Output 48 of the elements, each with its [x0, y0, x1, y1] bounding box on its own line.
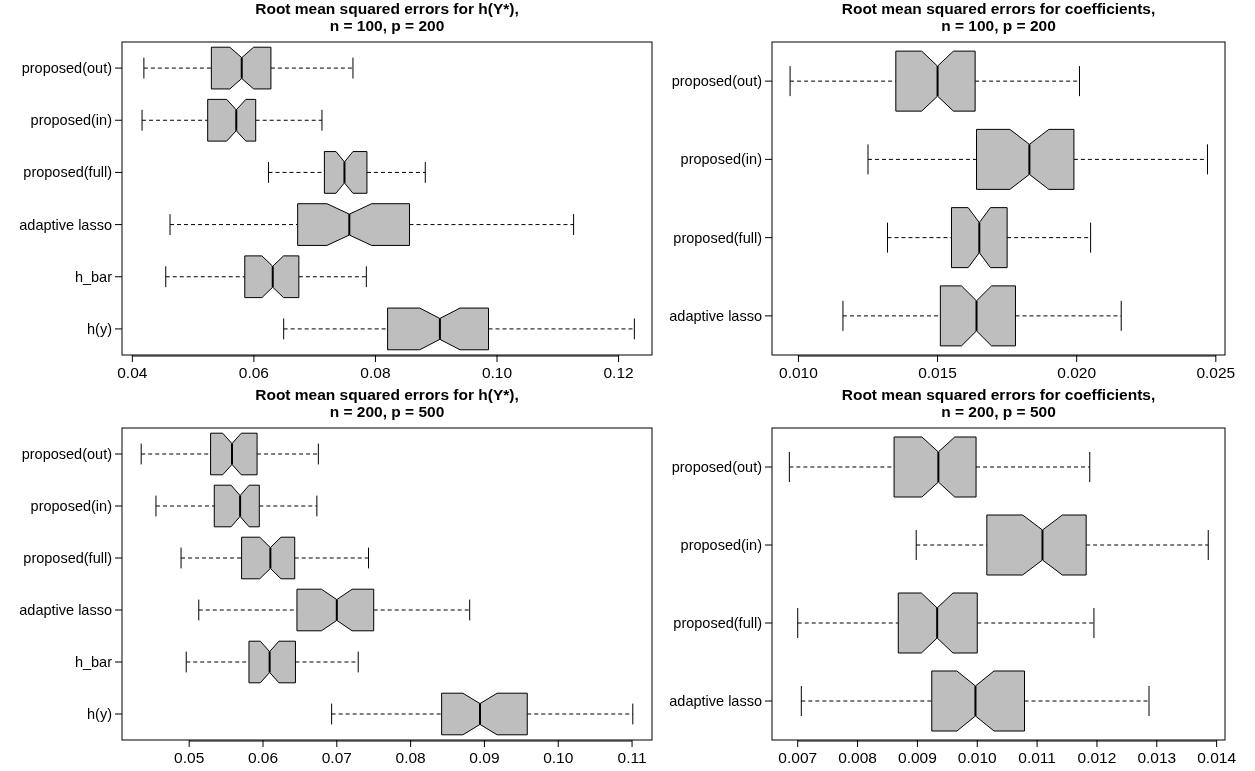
x-tick-label: 0.06 — [247, 749, 279, 766]
y-tick-label: proposed(out) — [671, 459, 762, 475]
x-tick-label: 0.07 — [321, 749, 352, 766]
x-tick-label: 0.007 — [778, 749, 818, 766]
y-tick-label: h(y) — [87, 706, 112, 722]
y-tick-label: proposed(in) — [30, 498, 112, 514]
x-tick-label: 0.12 — [603, 364, 634, 381]
y-tick-label: proposed(out) — [21, 60, 112, 77]
x-tick-label: 0.009 — [898, 749, 937, 766]
y-tick-label: adaptive lasso — [19, 216, 112, 233]
chart-title: Root mean squared errors for h(Y*), n = 100, p = 200 — [255, 0, 519, 34]
y-tick-label: proposed(full) — [673, 229, 762, 246]
x-tick-label: 0.014 — [1197, 749, 1237, 766]
x-tick-label: 0.010 — [957, 749, 998, 766]
x-tick-label: 0.013 — [1137, 749, 1177, 766]
y-tick-label: proposed(out) — [671, 73, 762, 90]
x-tick-label: 0.015 — [918, 364, 957, 381]
y-tick-label: proposed(full) — [673, 615, 762, 631]
x-tick-label: 0.10 — [543, 749, 574, 766]
x-tick-label: 0.025 — [1196, 364, 1236, 381]
y-tick-label: proposed(in) — [680, 151, 762, 168]
x-tick-label: 0.08 — [360, 364, 391, 381]
y-tick-label: proposed(in) — [680, 537, 762, 553]
chart-title: Root mean squared errors for coefficients, n = 200, p = 500 — [841, 386, 1156, 420]
x-tick-label: 0.11 — [617, 749, 647, 766]
y-tick-label: proposed(full) — [23, 550, 112, 566]
y-tick-label: proposed(out) — [21, 446, 112, 462]
y-tick-label: proposed(in) — [30, 112, 112, 129]
x-tick-label: 0.020 — [1057, 364, 1097, 381]
y-tick-label: h_bar — [74, 268, 113, 285]
x-tick-label: 0.09 — [469, 749, 500, 766]
x-tick-label: 0.08 — [395, 749, 426, 766]
y-tick-label: adaptive lasso — [669, 307, 762, 324]
chart-title: Root mean squared errors for coefficients, n = 100, p = 200 — [841, 0, 1156, 34]
y-tick-label: h(y) — [87, 320, 112, 337]
x-tick-label: 0.06 — [238, 364, 269, 381]
y-tick-label: h_bar — [74, 654, 113, 670]
x-tick-label: 0.10 — [481, 364, 513, 381]
x-tick-label: 0.012 — [1077, 749, 1117, 766]
x-tick-label: 0.05 — [174, 749, 205, 766]
chart-title: Root mean squared errors for h(Y*), n = 200, p = 500 — [255, 386, 519, 420]
x-tick-label: 0.011 — [1018, 749, 1056, 766]
x-tick-label: 0.04 — [117, 364, 148, 381]
y-tick-label: adaptive lasso — [19, 602, 112, 618]
x-tick-label: 0.008 — [838, 749, 877, 766]
y-tick-label: proposed(full) — [23, 164, 112, 181]
y-tick-label: adaptive lasso — [669, 693, 762, 709]
x-tick-label: 0.010 — [779, 364, 819, 381]
